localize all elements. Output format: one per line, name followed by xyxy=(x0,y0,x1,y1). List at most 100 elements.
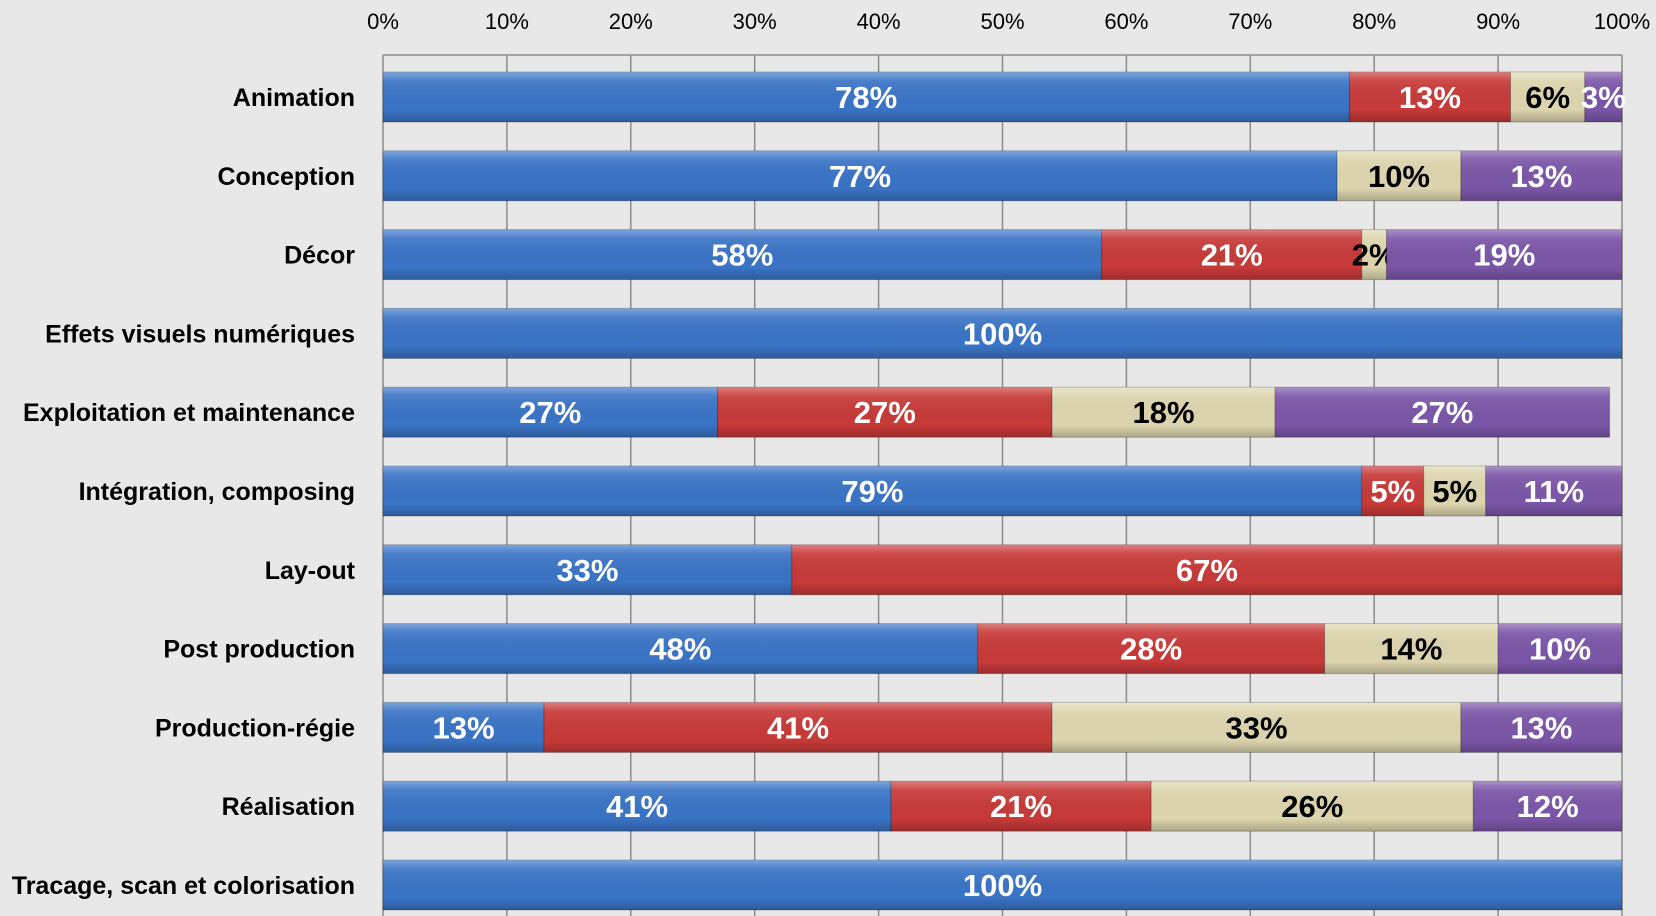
bar-row: 13% 41% 33% 13% xyxy=(382,701,1623,753)
category-label: Post production xyxy=(163,636,355,664)
bar-row: 78% 13% 6% 3% xyxy=(382,71,1626,123)
bar-segment-shading xyxy=(383,781,891,832)
x-tick-label: 0% xyxy=(367,9,399,34)
data-label: 33% xyxy=(1225,710,1287,745)
data-label: 27% xyxy=(854,395,916,430)
x-tick-label: 70% xyxy=(1228,9,1272,34)
category-label: Intégration, composing xyxy=(79,478,355,506)
bar-segment-shading xyxy=(1361,466,1424,516)
x-tick-label: 20% xyxy=(609,9,653,34)
data-label: 18% xyxy=(1133,395,1195,430)
bar-row: 100% xyxy=(382,859,1623,911)
data-label: 12% xyxy=(1517,789,1579,824)
bar-segment-shading xyxy=(1052,702,1461,753)
bar-segment-shading xyxy=(1423,466,1486,516)
data-label: 27% xyxy=(1411,395,1473,430)
bar-row: 27% 27% 18% 27% xyxy=(382,386,1611,438)
bar-segment-shading xyxy=(1460,150,1622,201)
data-label: 13% xyxy=(433,710,495,745)
bar-segment-shading xyxy=(1361,229,1387,280)
category-label: Décor xyxy=(284,242,355,270)
data-label: 78% xyxy=(835,80,897,115)
bar-segment-shading xyxy=(383,150,1338,201)
category-labels: Animation Conception Décor Effets visuels n… xyxy=(12,84,356,900)
category-label: Production-régie xyxy=(155,714,355,742)
data-label: 67% xyxy=(1176,553,1238,588)
bar-segment-shading xyxy=(791,544,1622,595)
data-label: 10% xyxy=(1368,159,1430,194)
category-label: Tracage, scan et colorisation xyxy=(12,872,355,900)
data-label: 21% xyxy=(1201,238,1263,273)
data-label: 3% xyxy=(1581,80,1626,115)
bar-segment-shading xyxy=(1473,781,1622,832)
bar-segment-shading xyxy=(383,860,1622,910)
data-label: 48% xyxy=(649,632,711,667)
data-label: 77% xyxy=(829,159,891,194)
bar-row: 33% 67% xyxy=(382,544,1623,596)
data-label: 27% xyxy=(519,395,581,430)
bars: 78% 13% 6% 3%77% 10% 13%58% 21% 2% 19%100%27% 27%… xyxy=(382,71,1626,911)
data-label: 14% xyxy=(1380,632,1442,667)
category-label: Effets visuels numériques xyxy=(45,320,355,348)
bar-segment-shading xyxy=(1510,72,1585,122)
data-label: 6% xyxy=(1525,80,1570,115)
bar-segment-shading xyxy=(1275,387,1610,438)
data-label: 26% xyxy=(1281,789,1343,824)
category-label: Animation xyxy=(233,84,355,112)
data-label: 41% xyxy=(767,710,829,745)
bar-segment-shading xyxy=(1485,466,1622,516)
x-axis-tick-labels: 0% 10% 20% 30% 40% 50% 60% 70% 80% 90% 100% xyxy=(367,9,1650,34)
bar-segment-shading xyxy=(1324,623,1499,674)
bar-segment-shading xyxy=(383,387,718,438)
bar-segment-shading xyxy=(383,544,792,595)
x-tick-label: 50% xyxy=(980,9,1024,34)
category-label: Lay-out xyxy=(265,557,356,585)
data-label: 5% xyxy=(1370,474,1415,509)
data-label: 13% xyxy=(1510,159,1572,194)
data-label: 13% xyxy=(1510,710,1572,745)
bar-segment-shading xyxy=(544,702,1053,753)
data-label: 21% xyxy=(990,789,1052,824)
bar-row: 77% 10% 13% xyxy=(382,150,1623,202)
x-tick-label: 100% xyxy=(1594,9,1650,34)
x-tick-label: 30% xyxy=(733,9,777,34)
data-label: 58% xyxy=(711,238,773,273)
data-label: 5% xyxy=(1432,474,1477,509)
bar-segment-shading xyxy=(717,387,1053,438)
data-label: 100% xyxy=(963,868,1042,903)
bar-row: 41% 21% 26% 12% xyxy=(382,780,1623,832)
bar-segment-shading xyxy=(1584,72,1622,122)
data-label: 79% xyxy=(841,474,903,509)
data-label: 41% xyxy=(606,789,668,824)
x-tick-label: 60% xyxy=(1104,9,1148,34)
data-label: 11% xyxy=(1524,474,1584,509)
bar-segment-shading xyxy=(383,623,978,674)
data-label: 33% xyxy=(556,553,618,588)
data-label: 28% xyxy=(1120,632,1182,667)
bar-segment-shading xyxy=(1337,150,1461,201)
bar-segment-shading xyxy=(1386,229,1622,280)
bar-segment-shading xyxy=(1460,702,1622,753)
x-tick-label: 10% xyxy=(485,9,529,34)
data-label: 13% xyxy=(1399,80,1461,115)
bar-segment-shading xyxy=(977,623,1325,674)
bar-segment-shading xyxy=(383,466,1362,516)
bar-segment-shading xyxy=(1349,72,1511,122)
bar-row: 79% 5% 5% 11% xyxy=(382,465,1623,517)
bar-segment-shading xyxy=(383,229,1102,280)
data-label: 10% xyxy=(1529,632,1591,667)
bar-row: 48% 28% 14% 10% xyxy=(382,623,1623,675)
bar-row: 58% 21% 2% 19% xyxy=(382,229,1623,281)
bar-segment-shading xyxy=(383,308,1622,359)
x-tick-label: 80% xyxy=(1352,9,1396,34)
data-label: 19% xyxy=(1473,238,1535,273)
x-tick-label: 90% xyxy=(1476,9,1520,34)
x-tick-label: 40% xyxy=(857,9,901,34)
bar-segment-shading xyxy=(890,781,1152,832)
data-label: 100% xyxy=(963,316,1042,351)
category-label: Exploitation et maintenance xyxy=(23,399,355,427)
bar-segment-shading xyxy=(1101,229,1362,280)
bar-segment-shading xyxy=(1151,781,1474,832)
bar-segment-shading xyxy=(1052,387,1276,438)
